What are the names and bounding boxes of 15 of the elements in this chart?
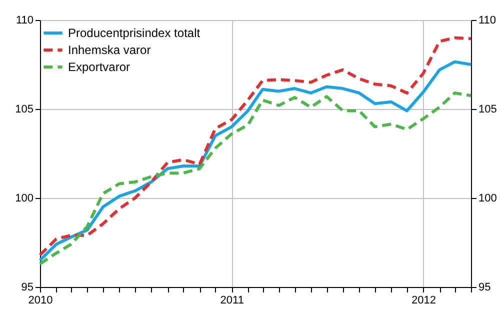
y-tick-label: 110	[16, 14, 34, 26]
x-tick-label: 2012	[411, 294, 436, 306]
y2-tick-label: 105	[478, 104, 497, 116]
y-tick-label: 105	[15, 104, 34, 116]
legend-label: Exportvaror	[68, 60, 130, 74]
legend-label: Inhemska varor	[68, 43, 151, 57]
y-tick-label: 100	[15, 192, 34, 204]
x-tick-label: 2011	[220, 294, 244, 306]
line-series	[38, 91, 472, 266]
y2-tick-label: 100	[478, 192, 497, 204]
x-tick-label: 2010	[28, 294, 53, 306]
y-tick-label: 95	[21, 282, 34, 294]
y2-tick-label: 95	[478, 282, 491, 294]
y2-tick-label: 110	[478, 14, 496, 26]
legend-label: Producentprisindex totalt	[68, 26, 201, 40]
